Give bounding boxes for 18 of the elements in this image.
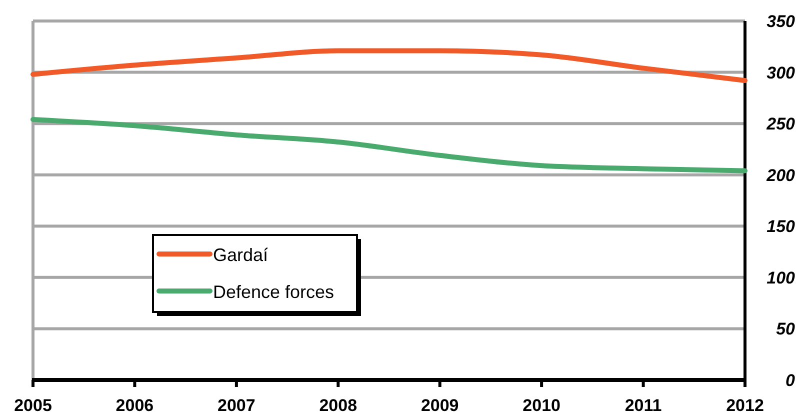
x-tick-label: 2012 bbox=[726, 396, 764, 414]
x-tick-label: 2007 bbox=[218, 396, 256, 414]
y-tick-label: 50 bbox=[776, 320, 796, 339]
x-tick-label: 2011 bbox=[624, 396, 662, 414]
x-tick-label: 2008 bbox=[319, 396, 358, 414]
y-tick-label: 300 bbox=[766, 63, 796, 82]
y-tick-label: 150 bbox=[766, 217, 796, 236]
x-tick-label: 2005 bbox=[14, 396, 52, 414]
x-tick-label: 2010 bbox=[522, 396, 560, 414]
legend-label: Defence forces bbox=[213, 282, 334, 302]
legend-label: Gardaí bbox=[213, 245, 268, 265]
x-tick-label: 2009 bbox=[420, 396, 459, 414]
x-tick-label: 2006 bbox=[116, 396, 154, 414]
y-tick-label: 0 bbox=[786, 371, 796, 390]
y-tick-label: 200 bbox=[766, 166, 796, 185]
y-tick-label: 250 bbox=[766, 114, 796, 134]
y-tick-label: 350 bbox=[766, 12, 796, 31]
y-tick-label: 100 bbox=[766, 268, 796, 288]
